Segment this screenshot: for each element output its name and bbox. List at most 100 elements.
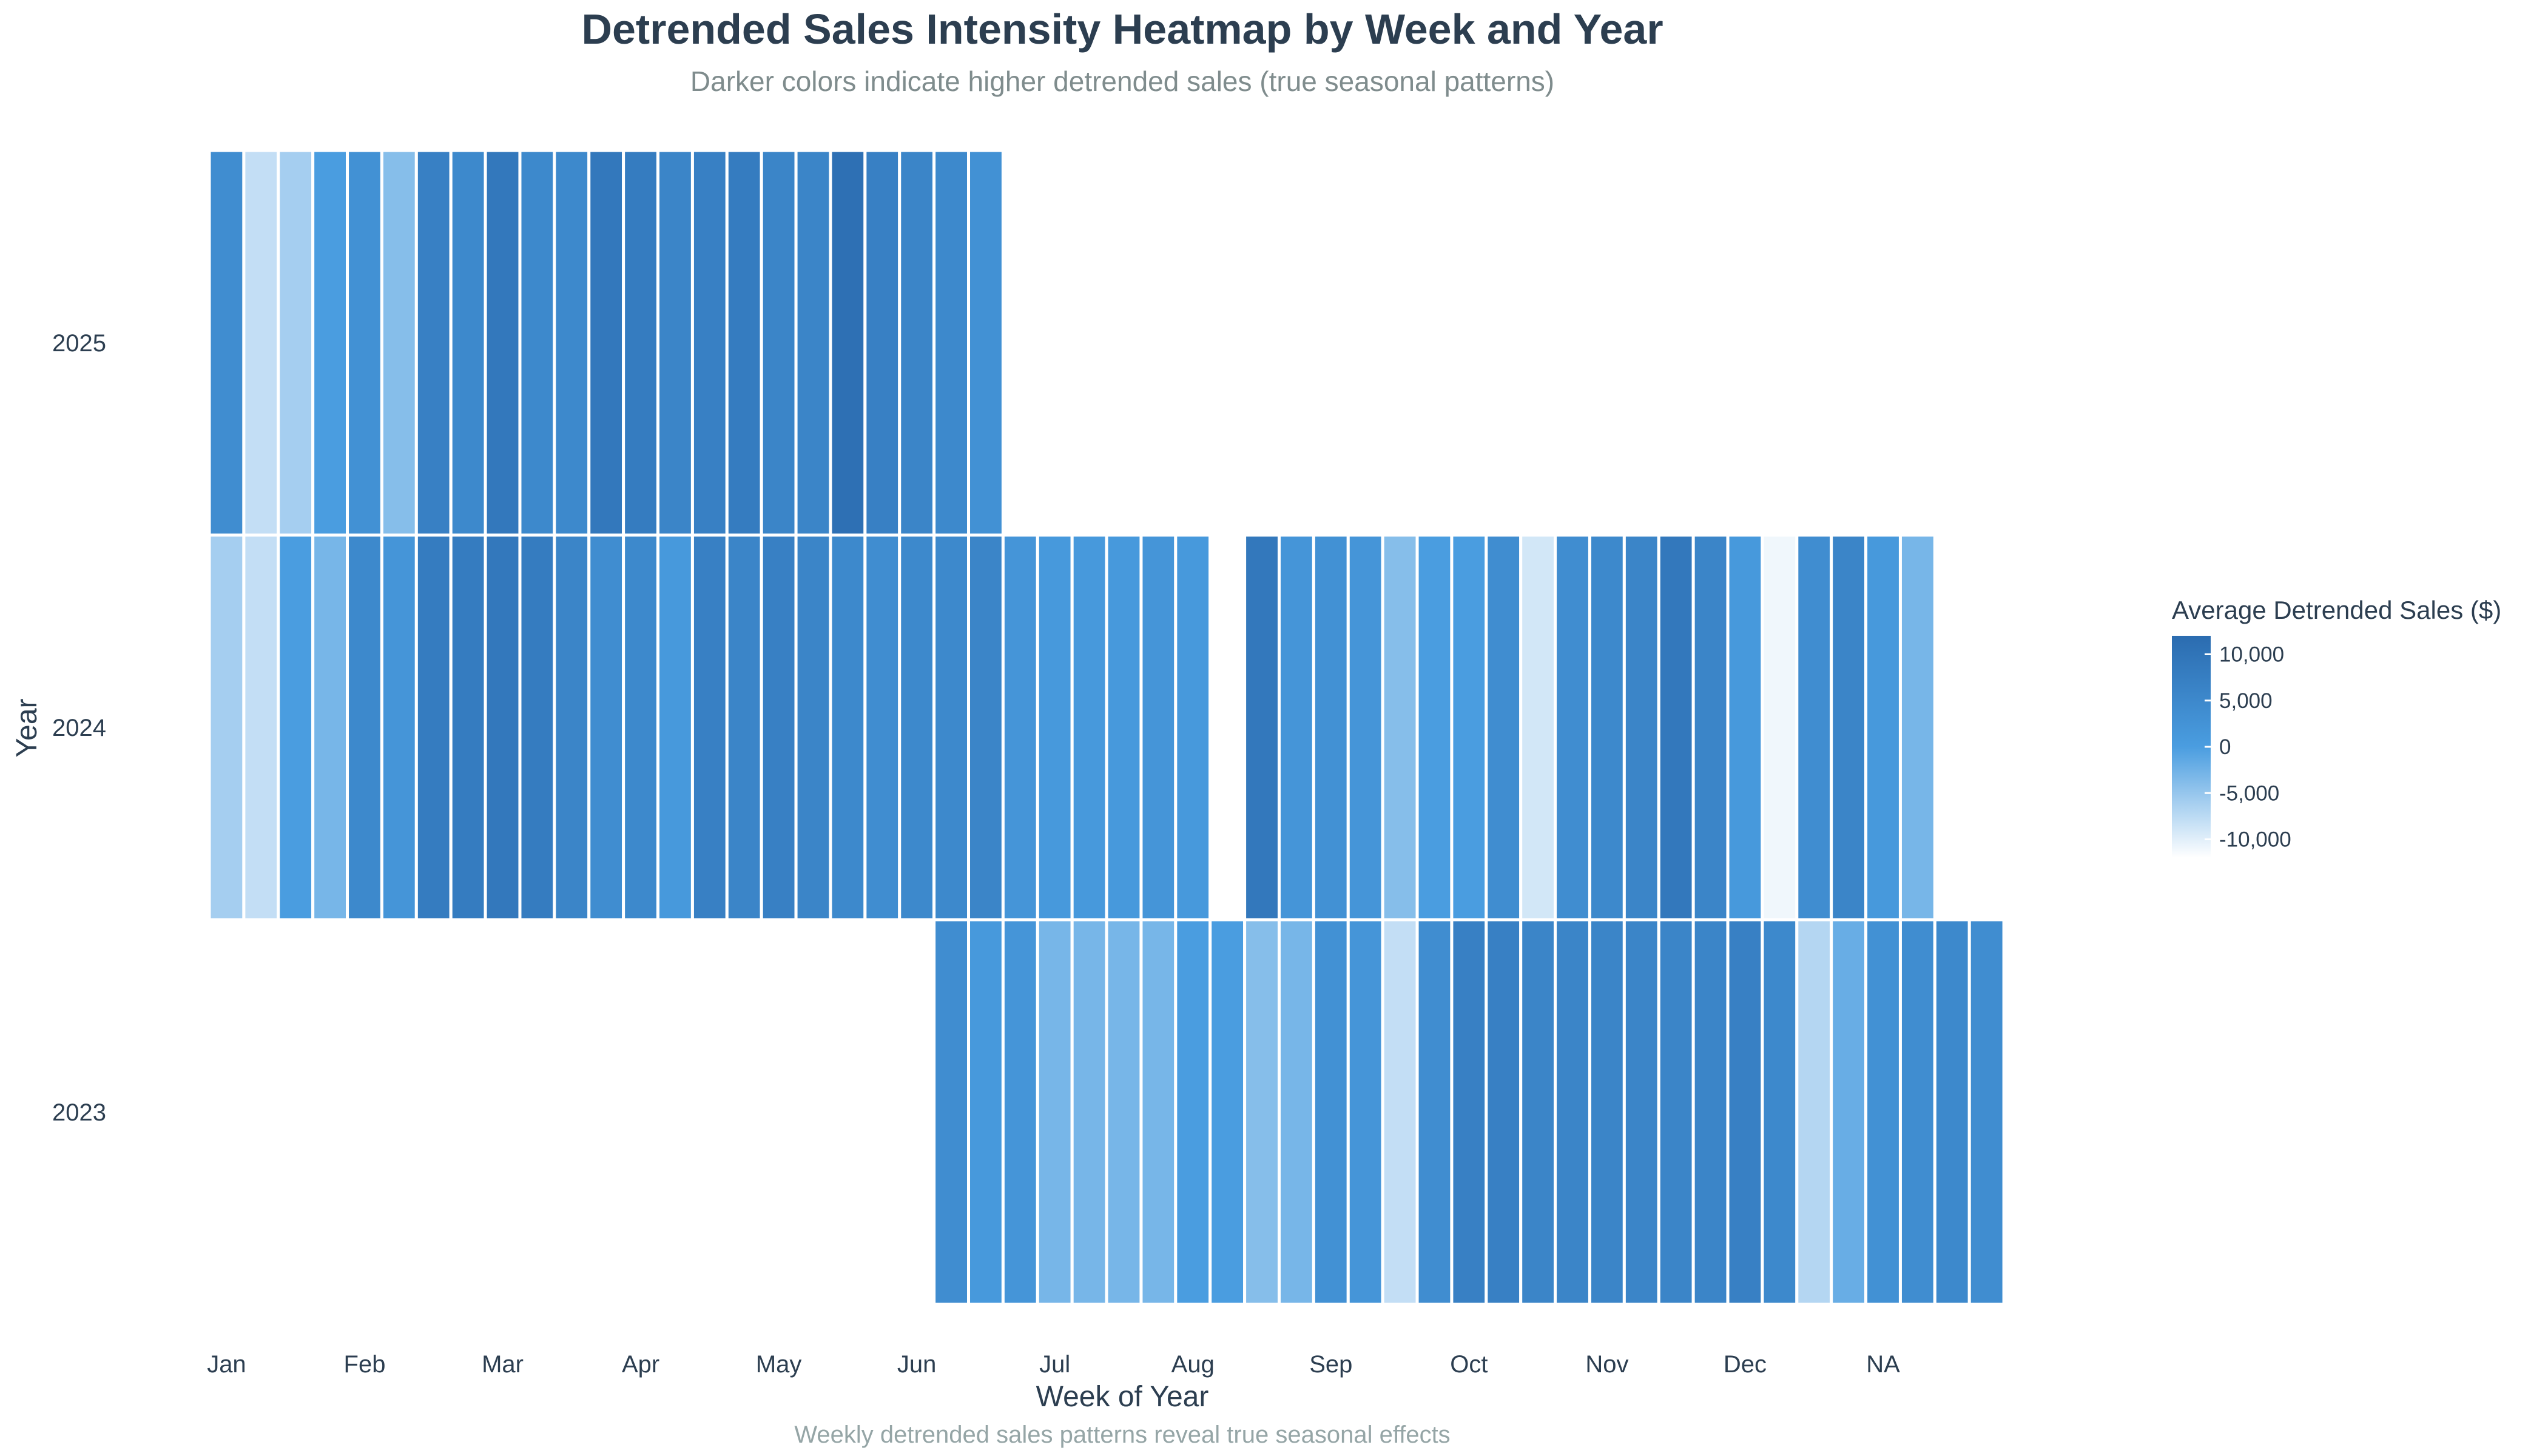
heatmap-cell-2024-w48 <box>1830 533 1868 922</box>
heatmap-cell-2024-w1 <box>207 533 246 922</box>
x-tick-label-feb: Feb <box>344 1351 386 1378</box>
color-legend: Average Detrended Sales ($) 10,000 5,000 0… <box>2172 596 2501 858</box>
chart-title: Detrended Sales Intensity Heatmap by Wee… <box>581 5 1663 53</box>
heatmap-cell-2023-w31 <box>1243 918 1281 1306</box>
heatmap-cell-2024-w2 <box>242 533 280 922</box>
heatmap-cell-2023-w45 <box>1726 918 1764 1306</box>
heatmap-cell-2023-w37 <box>1450 918 1488 1306</box>
y-tick-label-2023: 2023 <box>52 1099 106 1126</box>
y-axis-title: Year <box>11 698 43 757</box>
heatmap-cell-2024-w50 <box>1898 533 1936 922</box>
heatmap-cell-2024-w22 <box>932 533 971 922</box>
heatmap-cell-2023-w51 <box>1933 918 1971 1306</box>
heatmap-cell-2024-w9 <box>484 533 522 922</box>
y-tick-label-2025: 2025 <box>52 330 106 357</box>
heatmap-cell-2023-w25 <box>1036 918 1074 1306</box>
x-tick-label-aug: Aug <box>1171 1351 1215 1378</box>
x-tick-label-jul: Jul <box>1039 1351 1070 1378</box>
x-tick-label-may: May <box>756 1351 802 1378</box>
heatmap-cell-2024-w28 <box>1139 533 1178 922</box>
x-axis-title: Week of Year <box>1036 1381 1209 1413</box>
heatmap-cell-2024-w30 <box>1208 533 1247 922</box>
heatmap-cell-2025-w16 <box>725 149 763 537</box>
heatmap-cell-2023-w29 <box>1174 918 1212 1306</box>
heatmap-cell-2024-w27 <box>1105 533 1143 922</box>
heatmap-cell-2023-w34 <box>1346 918 1384 1306</box>
heatmap-cell-2025-w3 <box>277 149 315 537</box>
heatmap-cell-2025-w19 <box>829 149 867 537</box>
heatmap-cell-2025-w10 <box>518 149 556 537</box>
x-tick-label-dec: Dec <box>1724 1351 1767 1378</box>
x-tick-label-mar: Mar <box>482 1351 524 1378</box>
heatmap-cell-2024-w15 <box>690 533 729 922</box>
legend-tick-label: -10,000 <box>2219 828 2291 852</box>
heatmap-cell-2025-w12 <box>587 149 625 537</box>
heatmap-cell-2024-w32 <box>1277 533 1315 922</box>
heatmap-cell-2024-w35 <box>1381 533 1419 922</box>
heatmap-cell-2024-w39 <box>1519 533 1557 922</box>
heatmap-cell-2023-w36 <box>1415 918 1454 1306</box>
heatmap-cell-2023-w46 <box>1761 918 1799 1306</box>
y-tick-label-2024: 2024 <box>52 715 106 741</box>
x-tick-label-oct: Oct <box>1450 1351 1488 1378</box>
heatmap-cell-2024-w45 <box>1726 533 1764 922</box>
heatmap-cell-2023-w22 <box>932 918 971 1306</box>
heatmap-cell-2025-w9 <box>484 149 522 537</box>
heatmap-cell-2025-w2 <box>242 149 280 537</box>
heatmap-cell-2023-w48 <box>1830 918 1868 1306</box>
heatmap-cell-2025-w8 <box>449 149 487 537</box>
heatmap-cell-2025-w5 <box>346 149 383 537</box>
heatmap-cell-2025-w21 <box>898 149 936 537</box>
heatmap-cell-2024-w42 <box>1622 533 1660 922</box>
heatmap-cell-2024-w29 <box>1174 533 1212 922</box>
heatmap-cell-2024-w8 <box>449 533 487 922</box>
heatmap-cell-2024-w10 <box>518 533 556 922</box>
heatmap-cell-2023-w42 <box>1622 918 1660 1306</box>
heatmap-cell-2024-w36 <box>1415 533 1454 922</box>
chart-subtitle: Darker colors indicate higher detrended … <box>690 66 1554 97</box>
heatmap-cell-2024-w38 <box>1485 533 1523 922</box>
heatmap-cell-2024-w5 <box>346 533 383 922</box>
legend-color-bar <box>2172 636 2211 858</box>
x-tick-label-nov: Nov <box>1585 1351 1628 1378</box>
heatmap-cell-2024-w24 <box>1001 533 1039 922</box>
heatmap-cell-2023-w23 <box>967 918 1005 1306</box>
heatmap-cell-2024-w23 <box>967 533 1005 922</box>
heatmap-cell-2024-w31 <box>1243 533 1281 922</box>
x-tick-label-sep: Sep <box>1309 1351 1352 1378</box>
heatmap-cell-2023-w35 <box>1381 918 1419 1306</box>
heatmap-cell-2024-w6 <box>380 533 418 922</box>
heatmap-cell-2024-w25 <box>1036 533 1074 922</box>
heatmap-cell-2024-w11 <box>553 533 591 922</box>
heatmap-cell-2023-w33 <box>1312 918 1350 1306</box>
y-axis-ticks: 2025 2024 2023 <box>52 330 106 1126</box>
x-tick-label-na: NA <box>1866 1351 1900 1378</box>
heatmap-cell-2025-w15 <box>690 149 729 537</box>
heatmap-cell-2023-w26 <box>1070 918 1108 1306</box>
heatmap-cell-2023-w52 <box>1967 918 2006 1306</box>
heatmap-cell-2024-w37 <box>1450 533 1488 922</box>
x-tick-label-jun: Jun <box>897 1351 937 1378</box>
chart-caption: Weekly detrended sales patterns reveal t… <box>794 1421 1450 1448</box>
heatmap-cell-2024-w14 <box>656 533 694 922</box>
legend-ticks: 10,000 5,000 0 -5,000 -10,000 <box>2205 643 2291 852</box>
heatmap-cells <box>207 149 2006 1306</box>
x-axis-ticks: Jan Feb Mar Apr May Jun Jul Aug Sep Oct Nov Dec NA <box>207 1351 1900 1378</box>
heatmap-cell-2024-w18 <box>794 533 832 922</box>
heatmap-cell-2024-w7 <box>414 533 453 922</box>
heatmap-cell-2024-w21 <box>898 533 936 922</box>
legend-tick-label: 10,000 <box>2219 643 2284 667</box>
heatmap-cell-2024-w46 <box>1761 533 1799 922</box>
heatmap-cell-2024-w19 <box>829 533 867 922</box>
heatmap-cell-2024-w17 <box>760 533 798 922</box>
heatmap-cell-2024-w4 <box>311 533 349 922</box>
heatmap-cell-2025-w18 <box>794 149 832 537</box>
heatmap-cell-2024-w16 <box>725 533 763 922</box>
heatmap-cell-2024-w26 <box>1070 533 1108 922</box>
heatmap-cell-2023-w44 <box>1691 918 1730 1306</box>
heatmap-cell-2024-w13 <box>622 533 660 922</box>
heatmap-cell-2023-w38 <box>1485 918 1523 1306</box>
heatmap-cell-2025-w11 <box>553 149 591 537</box>
heatmap-cell-2023-w43 <box>1657 918 1695 1306</box>
